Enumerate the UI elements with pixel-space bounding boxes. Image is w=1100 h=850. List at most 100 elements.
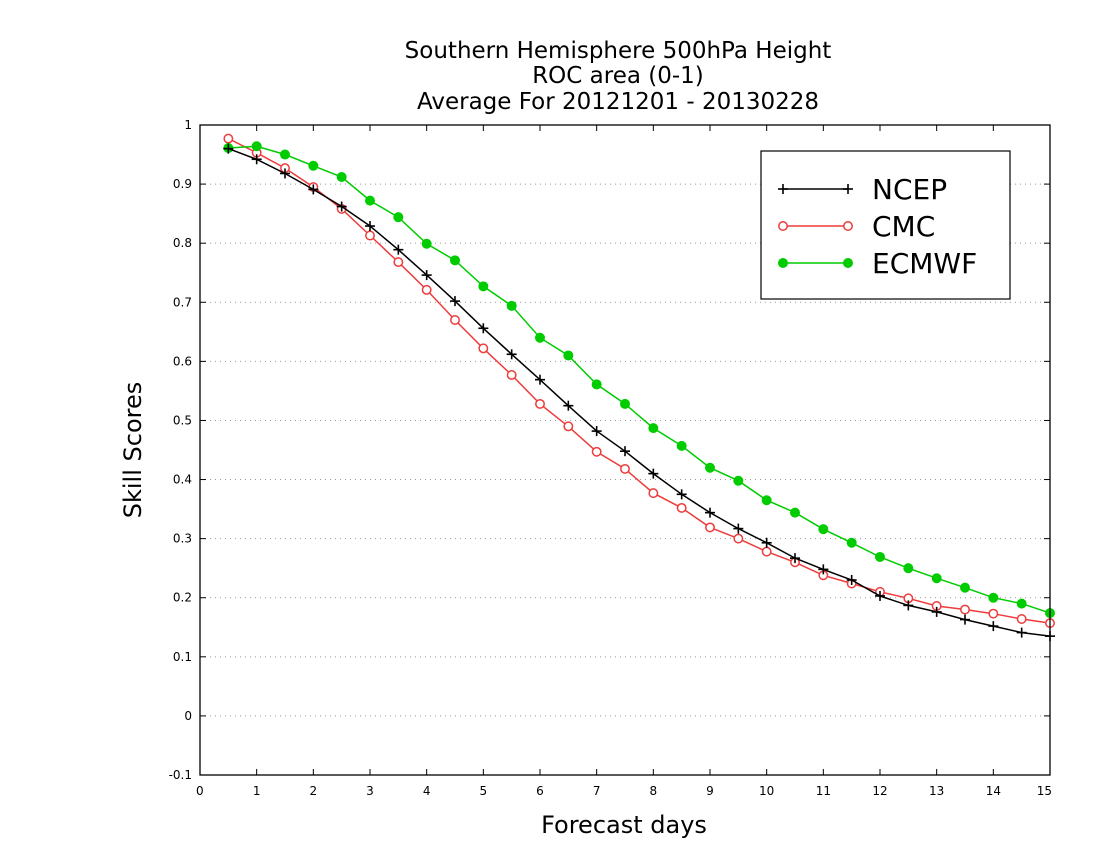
legend-marker-ncep <box>843 184 853 194</box>
data-point-ecmwf <box>761 495 772 506</box>
data-point-cmc <box>705 522 715 533</box>
data-point-ncep <box>478 323 489 334</box>
data-point-ncep <box>903 600 914 611</box>
data-point-cmc <box>761 546 772 557</box>
data-point-ncep <box>563 400 574 411</box>
chart-title: Southern Hemisphere 500hPa Height ROC ar… <box>405 38 832 115</box>
y-tick-label: 0.8 <box>173 236 192 250</box>
data-point-ncep <box>960 614 970 625</box>
data-point-cmc <box>450 315 460 325</box>
axis-ticks: -0.100.10.20.30.40.50.60.70.80.910 1 2 3 4 5 6… <box>169 118 1052 798</box>
data-series <box>223 133 1055 642</box>
data-point-ecmwf <box>931 573 942 584</box>
data-point-ecmwf <box>988 592 999 603</box>
data-point-ecmwf <box>365 195 375 206</box>
data-point-ncep <box>648 468 659 479</box>
data-point-ncep <box>875 590 885 601</box>
series-ecmwf <box>223 141 1055 619</box>
legend-label-ecmwf: ECMWF <box>872 247 977 280</box>
series-cmc <box>223 133 1055 629</box>
legend-label-ncep: NCEP <box>872 173 947 206</box>
x-tick-label: 4 <box>423 784 431 798</box>
data-point-cmc <box>591 446 602 457</box>
data-point-ecmwf <box>960 582 970 593</box>
data-point-ncep <box>308 184 319 195</box>
series-line-ncep <box>228 147 1051 637</box>
data-point-cmc <box>733 533 744 544</box>
data-point-ecmwf <box>450 255 460 266</box>
data-point-ncep <box>988 621 999 632</box>
data-point-ncep <box>818 564 829 575</box>
data-point-ncep <box>251 154 262 165</box>
grid-lines <box>200 183 1050 717</box>
data-point-ecmwf <box>620 398 630 409</box>
data-point-ecmwf <box>280 149 290 160</box>
x-tick-label: 12 <box>872 784 887 798</box>
title-line-3: Average For 20121201 - 20130228 <box>417 89 819 115</box>
x-tick-label: 11 <box>816 784 831 798</box>
data-point-ecmwf <box>705 462 715 473</box>
y-tick-label: 0.4 <box>173 473 192 487</box>
data-point-ncep <box>280 168 290 179</box>
data-point-ecmwf <box>421 238 432 249</box>
x-tick-label: 9 <box>706 784 714 798</box>
data-point-cmc <box>988 608 999 619</box>
x-tick-label: 13 <box>929 784 944 798</box>
data-point-ncep <box>620 446 630 457</box>
y-tick-label: -0.1 <box>169 768 192 782</box>
data-point-cmc <box>535 398 545 409</box>
data-point-ecmwf <box>251 141 262 152</box>
legend-label-cmc: CMC <box>872 210 935 243</box>
y-tick-label: 0.9 <box>173 177 192 191</box>
data-point-cmc <box>365 230 375 241</box>
legend: NCEP CMC ECMWF <box>760 150 1011 300</box>
data-point-ncep <box>365 221 375 232</box>
data-point-ncep <box>506 349 517 360</box>
data-point-cmc <box>1016 614 1027 624</box>
data-point-cmc <box>506 370 517 380</box>
data-point-cmc <box>421 284 432 295</box>
data-point-ncep <box>450 296 460 307</box>
data-point-ecmwf <box>393 212 404 223</box>
data-point-cmc <box>620 463 630 474</box>
y-tick-label: 0.7 <box>173 295 192 309</box>
data-point-cmc <box>478 343 489 354</box>
legend-marker-ncep <box>778 184 788 194</box>
data-point-ecmwf <box>648 423 659 434</box>
y-tick-label: 0.2 <box>173 591 192 605</box>
data-point-ecmwf <box>676 440 687 451</box>
x-axis-title: Forecast days <box>541 811 707 839</box>
data-point-ncep <box>421 270 432 281</box>
x-tick-label: 8 <box>650 784 658 798</box>
data-point-ecmwf <box>818 524 829 535</box>
data-point-ecmwf <box>506 300 517 311</box>
legend-marker-ecmwf <box>843 258 853 268</box>
data-point-ecmwf <box>790 507 800 518</box>
data-point-ecmwf <box>846 537 857 548</box>
data-point-ncep <box>931 606 942 617</box>
data-point-ecmwf <box>903 563 914 574</box>
legend-marker-cmc <box>843 221 853 231</box>
data-point-ncep <box>535 374 545 385</box>
data-point-ecmwf <box>875 551 885 562</box>
data-point-cmc <box>648 488 659 499</box>
title-line-2: ROC area (0-1) <box>532 63 704 89</box>
data-point-ncep <box>223 143 234 154</box>
x-tick-label: 14 <box>986 784 1001 798</box>
y-tick-label: 0.1 <box>173 650 192 664</box>
data-point-cmc <box>393 257 404 268</box>
data-point-ncep <box>761 537 772 548</box>
x-tick-label: 5 <box>480 784 488 798</box>
data-point-ncep <box>393 244 404 255</box>
y-tick-label: 0.5 <box>173 413 192 427</box>
data-point-ecmwf <box>308 160 319 171</box>
data-point-ncep <box>846 575 857 585</box>
x-tick-label: 15 <box>1037 784 1052 798</box>
x-tick-label: 1 <box>253 784 261 798</box>
x-tick-label: 6 <box>536 784 544 798</box>
data-point-ecmwf <box>591 379 602 390</box>
y-tick-label: 0.6 <box>173 354 192 368</box>
data-point-cmc <box>563 421 574 432</box>
data-point-ecmwf <box>478 281 489 292</box>
